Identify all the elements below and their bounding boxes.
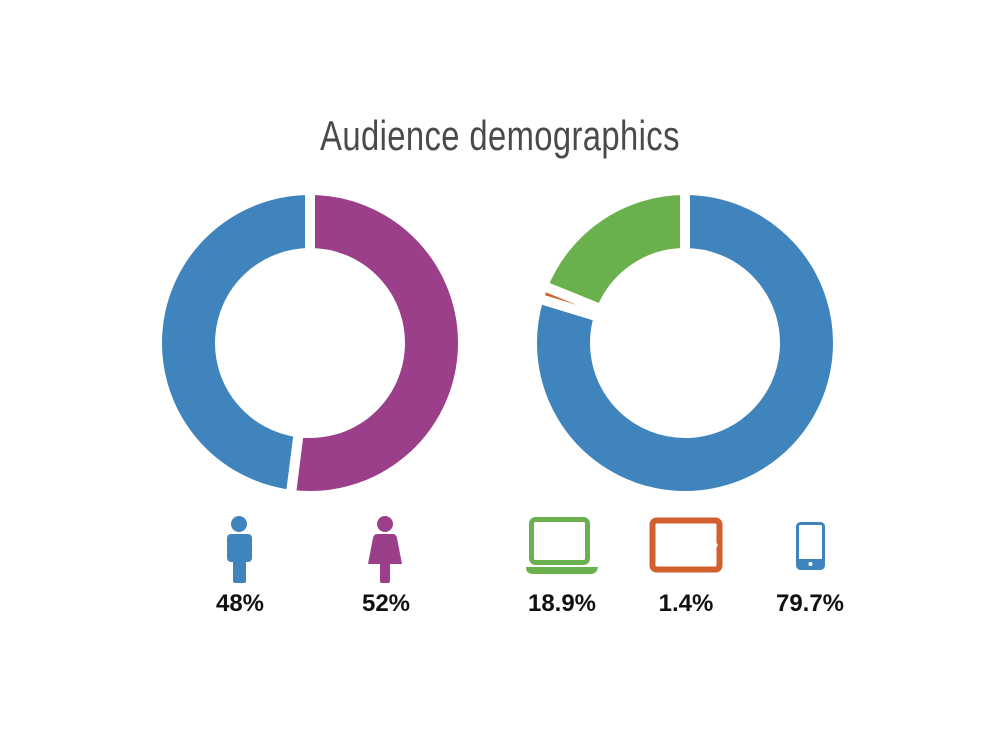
female-percent-label: 52% xyxy=(361,590,411,617)
male-person-icon xyxy=(227,516,252,583)
tablet-icon xyxy=(649,517,723,573)
male-percent-label: 48% xyxy=(215,590,265,617)
gender-donut xyxy=(152,184,468,501)
female-person-icon xyxy=(368,516,402,583)
slice-mobile xyxy=(527,184,843,501)
mobile-percent-label: 79.7% xyxy=(775,590,845,617)
laptop-percent-label: 18.9% xyxy=(527,590,597,617)
smartphone-icon xyxy=(796,522,825,570)
device-donut xyxy=(527,184,843,501)
chart-title: Audience demographics xyxy=(320,112,680,159)
laptop-icon xyxy=(526,517,598,574)
tablet-percent-label: 1.4% xyxy=(658,590,714,617)
slice-male xyxy=(152,184,315,501)
slice-laptop xyxy=(536,184,690,316)
slice-female xyxy=(285,184,468,501)
